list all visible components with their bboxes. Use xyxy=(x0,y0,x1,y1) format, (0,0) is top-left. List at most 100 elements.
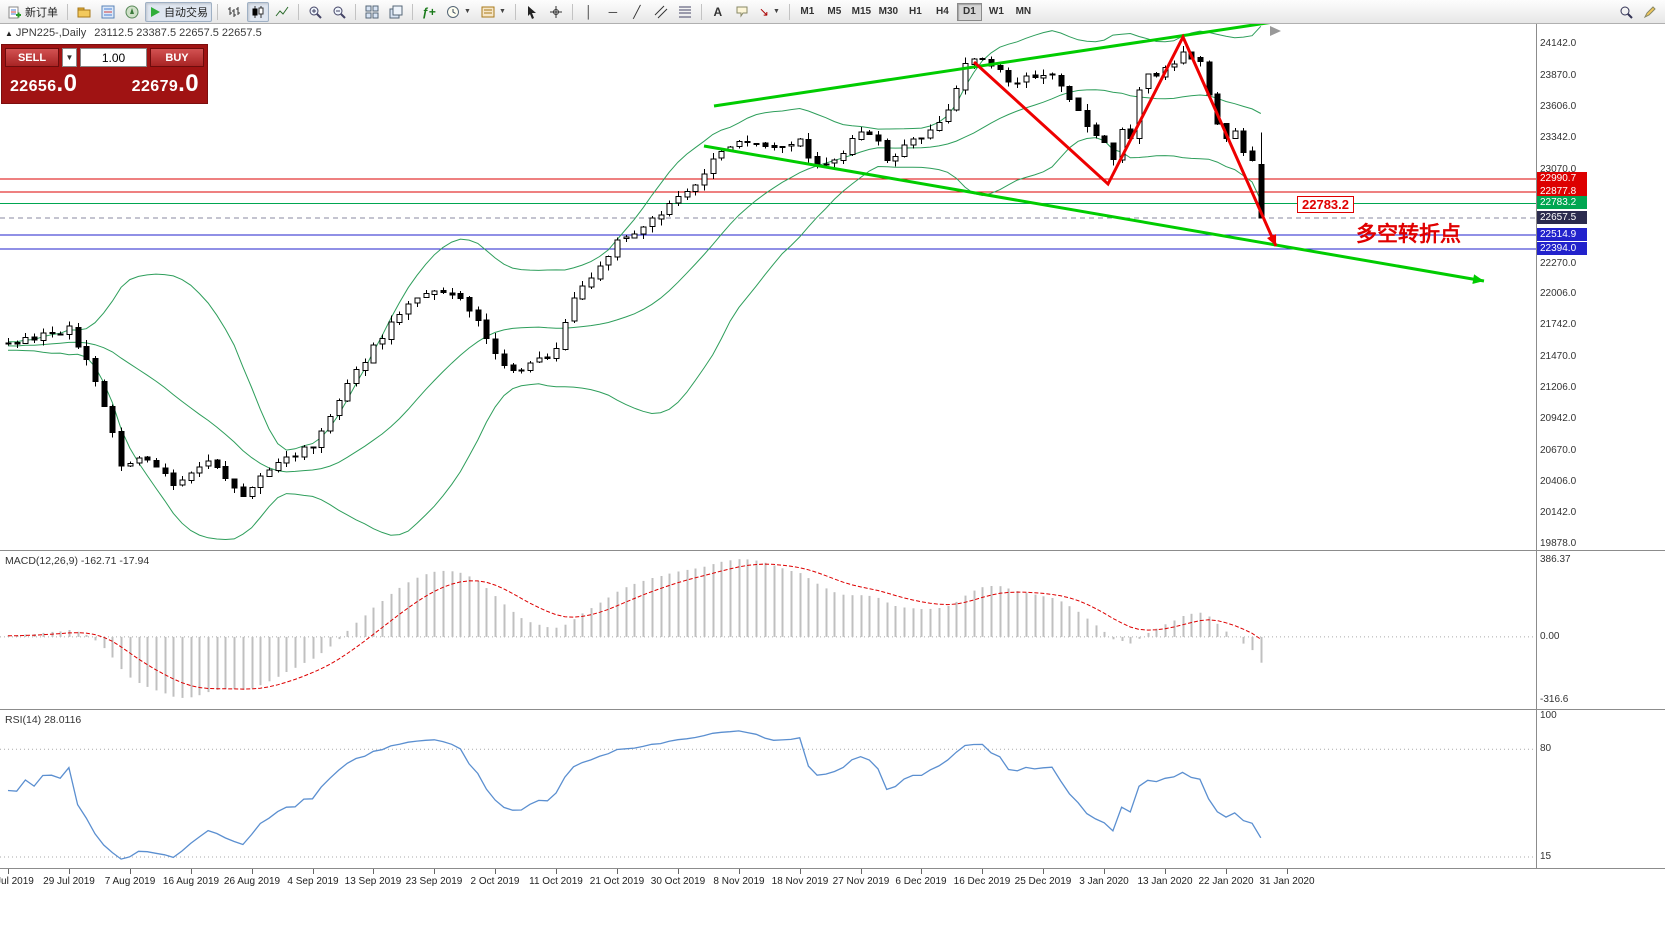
navigator-button[interactable] xyxy=(121,2,143,22)
fibonacci-icon xyxy=(678,6,691,17)
new-order-icon xyxy=(8,6,21,18)
buy-price-main: 22679 xyxy=(131,78,179,95)
line-chart-icon xyxy=(275,6,289,16)
new-order-button[interactable]: 新订单 xyxy=(4,2,62,22)
arrow-icon: ↘ xyxy=(758,4,769,19)
label-button[interactable] xyxy=(731,2,753,22)
horizontal-line-button[interactable]: ─ xyxy=(602,2,624,22)
equidistant-channel-icon xyxy=(654,5,668,18)
search-button[interactable] xyxy=(1615,2,1637,22)
timeframe-button-m1[interactable]: M1 xyxy=(800,6,815,17)
horizontal-line-icon: ─ xyxy=(608,4,618,19)
chart-shift-marker[interactable] xyxy=(1270,26,1281,36)
trendline-icon: ╱ xyxy=(633,4,641,19)
chevron-down-icon: ▼ xyxy=(65,53,74,62)
search-icon xyxy=(1620,6,1633,19)
rsi-line xyxy=(7,730,1262,860)
trendline-ascending[interactable] xyxy=(713,12,1340,108)
toolbar-separator xyxy=(298,3,299,20)
market-watch-button[interactable] xyxy=(97,2,119,22)
zoom-out-icon xyxy=(333,6,346,19)
cursor-button[interactable] xyxy=(521,2,543,22)
toolbar-separator xyxy=(571,3,573,20)
timeframe-button-mn[interactable]: MN xyxy=(1015,6,1032,17)
buy-button[interactable]: BUY xyxy=(150,48,204,67)
line-chart-button[interactable] xyxy=(271,2,293,22)
indicators-button[interactable]: ƒ+ xyxy=(418,2,440,22)
autotrading-label: 自动交易 xyxy=(164,6,208,19)
zoom-out-button[interactable] xyxy=(328,2,350,22)
zoom-in-button[interactable] xyxy=(304,2,326,22)
cascade-windows-button[interactable] xyxy=(385,2,407,22)
trendline-descending[interactable] xyxy=(703,144,1485,285)
timeframe-button-h1[interactable]: H1 xyxy=(908,6,922,17)
one-click-trading-panel: SELL ▼ BUY 22656.0 22679.0 xyxy=(1,44,208,104)
macd-pane[interactable] xyxy=(0,559,1536,698)
sell-price-frac: .0 xyxy=(56,70,78,97)
autotrading-button[interactable]: 自动交易 xyxy=(145,1,212,22)
bars-chart-icon xyxy=(228,6,240,17)
toolbar-right-group xyxy=(1614,2,1662,22)
trendline-button[interactable]: ╱ xyxy=(626,2,648,22)
turning-point-annotation[interactable]: 多空转折点 xyxy=(1356,222,1461,246)
chart-ohlc-values: 23112.5 23387.5 22657.5 22657.5 xyxy=(94,27,262,39)
buy-price-frac: .0 xyxy=(178,70,199,97)
chart-symbol: JPN225-,Daily xyxy=(15,27,87,39)
channel-button[interactable] xyxy=(650,2,672,22)
templates-button[interactable]: ▼ xyxy=(477,2,510,22)
timeframe-button-d1[interactable]: D1 xyxy=(956,2,982,21)
zigzag-annotation[interactable] xyxy=(972,33,1278,247)
toolbar-separator xyxy=(355,3,356,20)
crosshair-button[interactable] xyxy=(545,2,567,22)
profiles-icon xyxy=(77,7,91,17)
sell-price: 22656.0 xyxy=(10,70,77,98)
templates-icon xyxy=(481,6,495,17)
candles-layer xyxy=(5,46,1265,500)
fibonacci-button[interactable] xyxy=(674,2,696,22)
one-click-collapse-icon[interactable]: ▲ xyxy=(5,29,13,38)
market-watch-icon xyxy=(101,5,115,18)
sell-price-main: 22656 xyxy=(10,78,57,95)
zoom-in-icon xyxy=(309,6,322,19)
toolbar-separator xyxy=(700,3,702,20)
rsi-indicator-label: RSI(14) 28.0116 xyxy=(5,714,82,726)
periods-button[interactable]: ▼ xyxy=(442,2,475,22)
text-button[interactable]: A xyxy=(707,2,729,22)
text-icon: A xyxy=(713,4,723,19)
vertical-line-icon: │ xyxy=(585,4,593,19)
buy-price: 22679.0 xyxy=(132,70,199,98)
toolbar-separator xyxy=(412,3,413,20)
metaeditor-button[interactable] xyxy=(1639,2,1661,22)
main-chart-pane[interactable] xyxy=(0,12,1536,541)
macd-signal-line xyxy=(7,563,1262,690)
timeframe-button-m30[interactable]: M30 xyxy=(878,6,899,17)
date-ticks xyxy=(8,869,1288,874)
indicators-icon: ƒ+ xyxy=(422,4,436,19)
cursor-icon xyxy=(527,5,536,19)
candlestick-chart-button[interactable] xyxy=(247,1,269,22)
vertical-line-button[interactable]: │ xyxy=(578,2,600,22)
timeframe-button-w1[interactable]: W1 xyxy=(988,6,1004,17)
timeframe-button-m5[interactable]: M5 xyxy=(827,6,842,17)
cascade-windows-icon xyxy=(389,5,403,18)
macd-histogram xyxy=(7,559,1263,698)
timeframe-button-h4[interactable]: H4 xyxy=(935,6,949,17)
bollinger-middle-band xyxy=(7,89,1262,473)
sell-button[interactable]: SELL xyxy=(5,48,59,67)
chart-title: ▲ JPN225-,Daily 23112.5 23387.5 22657.5 2… xyxy=(5,27,262,39)
new-order-label: 新订单 xyxy=(25,6,58,19)
volume-input[interactable] xyxy=(80,48,147,67)
arrows-button[interactable]: ↘ ▼ xyxy=(755,2,784,22)
rsi-pane[interactable] xyxy=(0,730,1536,860)
navigator-icon xyxy=(125,5,139,18)
bars-chart-button[interactable] xyxy=(223,2,245,22)
periods-icon xyxy=(447,5,459,18)
volume-dropdown[interactable]: ▼ xyxy=(62,48,77,67)
price-callout-label[interactable]: 22783.2 xyxy=(1297,196,1354,213)
tile-windows-button[interactable] xyxy=(361,2,383,22)
toolbar-separator xyxy=(67,3,68,20)
timeframe-button-m15[interactable]: M15 xyxy=(851,6,872,17)
profiles-button[interactable] xyxy=(73,2,95,22)
timeframe-group: M1 M5 M15 M30 H1 H4 D1 W1 MN xyxy=(794,2,1037,21)
